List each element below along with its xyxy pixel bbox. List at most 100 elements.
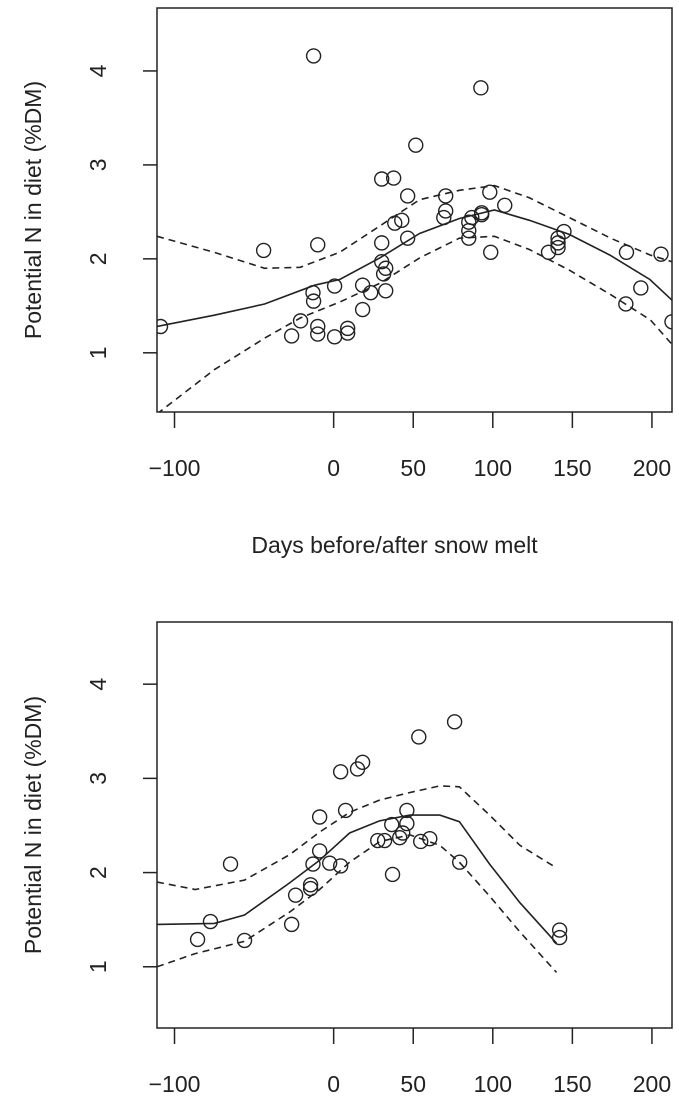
y-tick-label: 3 [85,772,111,785]
x-tick-label: 50 [400,1071,426,1097]
point [377,260,394,276]
point [202,913,219,930]
point [354,754,371,771]
y-tick-label: 2 [85,252,111,265]
point [157,318,169,335]
point [374,235,390,251]
point [394,212,410,229]
point [302,880,319,897]
point [483,244,499,260]
point [408,137,424,153]
point [354,277,371,293]
x-axis-label: Days before/after snow melt [251,532,538,558]
point [326,329,343,345]
point [391,830,408,846]
plot-box [156,7,673,413]
x-tick-label: 150 [553,1071,591,1097]
point [339,320,356,337]
point [283,916,300,933]
point [321,855,338,871]
point [618,296,634,312]
point [311,843,328,859]
point [339,325,356,341]
point [283,328,300,344]
x-tick-label: 0 [327,1071,340,1097]
point [305,856,321,872]
point [310,237,326,253]
point [551,929,568,946]
x-tick-label: −100 [149,455,201,481]
point [473,80,489,96]
point [395,825,411,841]
point [556,223,572,240]
point [222,856,239,872]
point [236,932,253,949]
x-tick-label: 0 [327,455,340,481]
confidence-line [158,235,672,412]
y-axis-label: Potential N in diet (%DM) [20,696,46,954]
plot-area [157,48,672,412]
point [255,242,272,259]
point [497,197,513,214]
point [377,283,394,299]
plot-box [156,621,673,1029]
y-tick-label: 4 [85,678,111,691]
point [302,877,319,893]
point [551,922,568,938]
panel: 1 2 3 4 −100 0 50 100 150 200 Days before/after sn… [20,7,673,558]
confidence-line [157,834,558,973]
point [399,230,416,246]
x-tick-label: −100 [149,1071,201,1097]
point [633,280,649,296]
point [411,729,427,745]
x-tick-label: 200 [633,1071,671,1097]
x-tick-label: 200 [633,455,671,481]
point [384,866,401,883]
confidence-line [157,785,557,891]
point [189,931,206,948]
point [305,293,322,309]
point [376,832,393,849]
point [326,278,343,294]
point [451,854,468,870]
point [399,802,415,819]
point [384,816,400,833]
point [332,858,349,874]
point [413,833,429,850]
point [618,244,635,260]
point [305,48,322,64]
point [664,314,672,330]
x-tick-label: 100 [474,455,512,481]
point [374,171,390,187]
x-tick-label: 150 [553,455,591,481]
y-tick-label: 2 [85,866,111,879]
y-tick-label: 1 [85,346,111,359]
point [332,764,349,780]
fit-line [157,814,558,944]
point [482,184,498,200]
plot-area [157,714,568,973]
point [287,887,304,903]
y-tick-label: 1 [85,960,111,973]
y-axis-label: Potential N in diet (%DM) [20,81,46,339]
point [354,301,371,318]
panel: 1 2 3 4 −100 0 50 100 150 200 Potential N in diet … [20,621,673,1097]
point [363,284,379,301]
point [310,318,326,335]
x-tick-label: 100 [474,1071,512,1097]
point [653,246,669,262]
point [446,714,463,730]
point [437,203,454,219]
point [437,188,454,204]
point [550,239,566,256]
point [461,214,477,230]
fit-line [157,209,672,328]
point [292,313,309,329]
point [399,815,415,832]
point [311,809,328,825]
point [399,188,416,204]
y-tick-label: 4 [85,64,111,77]
y-tick-label: 3 [85,159,111,172]
